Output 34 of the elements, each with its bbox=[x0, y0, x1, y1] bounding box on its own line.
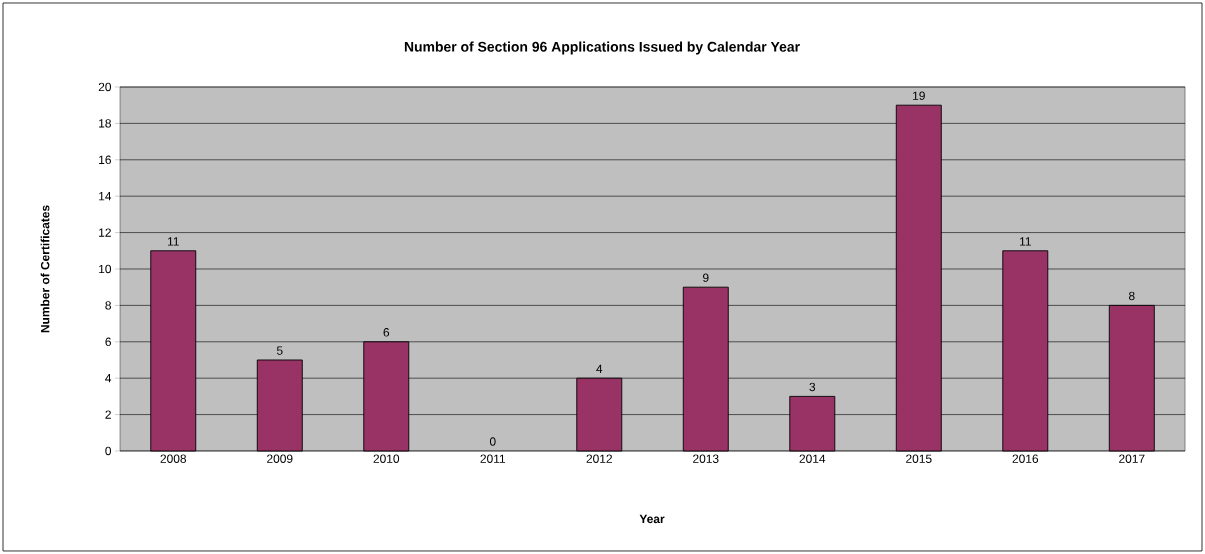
x-tick-label: 2014 bbox=[799, 454, 826, 463]
y-tick-label: 10 bbox=[99, 264, 112, 274]
x-tick-label: 2015 bbox=[906, 454, 932, 463]
x-tick-label: 2017 bbox=[1119, 454, 1145, 463]
data-label: 5 bbox=[276, 346, 283, 355]
data-label: 19 bbox=[913, 91, 925, 100]
y-tick-label: 12 bbox=[99, 228, 111, 237]
x-tick-label: 2010 bbox=[373, 454, 400, 463]
x-tick-label: 2009 bbox=[267, 454, 293, 463]
y-tick-label: 8 bbox=[105, 301, 111, 310]
x-tick-label: 2011 bbox=[480, 454, 506, 463]
data-label: 9 bbox=[703, 273, 709, 282]
x-tick-label: 2008 bbox=[160, 454, 187, 463]
chart-title: Number of Section 96 Applications Issued by Calendar Year bbox=[404, 41, 800, 55]
y-tick-label: 2 bbox=[105, 410, 111, 419]
y-tick-label: 0 bbox=[105, 446, 112, 456]
data-label: 0 bbox=[489, 437, 496, 446]
y-tick-label: 20 bbox=[98, 82, 112, 92]
y-tick-label: 6 bbox=[105, 337, 111, 347]
y-tick-label: 18 bbox=[99, 119, 111, 128]
y-axis-title: Number of Certificates bbox=[40, 205, 50, 333]
y-tick-label: 14 bbox=[99, 192, 112, 201]
data-label: 8 bbox=[1128, 291, 1135, 301]
data-label: 4 bbox=[596, 364, 603, 373]
y-tick-label: 16 bbox=[99, 155, 111, 165]
x-axis-title: Year bbox=[639, 514, 665, 524]
data-label: 11 bbox=[1020, 237, 1031, 246]
data-label: 3 bbox=[809, 382, 816, 392]
x-tick-label: 2012 bbox=[586, 454, 612, 463]
data-label: 11 bbox=[167, 237, 179, 246]
y-tick-label: 4 bbox=[105, 374, 112, 383]
x-tick-label: 2013 bbox=[693, 454, 719, 463]
data-label: 6 bbox=[383, 328, 390, 337]
x-tick-label: 2016 bbox=[1012, 454, 1039, 463]
